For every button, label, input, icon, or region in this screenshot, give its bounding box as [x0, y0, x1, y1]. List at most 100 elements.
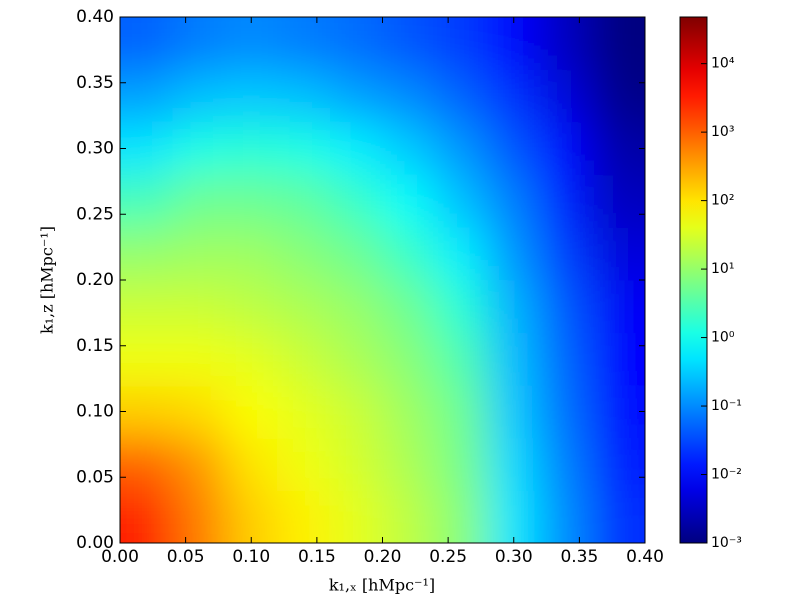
- heatmap-cell: [330, 122, 383, 176]
- heatmap-cell: [487, 17, 541, 71]
- heatmap-cell: [172, 174, 226, 228]
- x-axis-label: k₁,ₓ [hMpc⁻¹]: [329, 576, 435, 595]
- heatmap-cell: [225, 174, 278, 228]
- heatmap-cell: [172, 69, 226, 123]
- heatmap-cell: [120, 174, 173, 228]
- heatmap-cell: [330, 332, 383, 386]
- heatmap-cell: [435, 490, 488, 543]
- heatmap-cell: [277, 122, 331, 176]
- heatmap-cell: [277, 332, 331, 386]
- colorbar-tick-label: 10⁻¹: [711, 398, 742, 414]
- heatmap-cell: [540, 490, 593, 543]
- heatmap-cell: [435, 17, 488, 71]
- heatmap-cell: [540, 17, 593, 71]
- heatmap-cell: [487, 122, 541, 176]
- heatmap-cell: [487, 280, 541, 334]
- y-tick-label: 0.00: [76, 533, 114, 553]
- colorbar-tick-label: 10²: [711, 193, 734, 209]
- heatmap-cell: [435, 437, 488, 491]
- heatmap-cell: [540, 122, 593, 176]
- heatmap-cell: [382, 174, 436, 228]
- heatmap-cell: [120, 122, 173, 176]
- heatmap-cell: [330, 227, 383, 281]
- heatmap-cell: [225, 437, 278, 491]
- heatmap-cell: [330, 490, 383, 543]
- x-tick-label: 0.15: [298, 547, 336, 567]
- heatmap-cell: [225, 227, 278, 281]
- x-tick-label: 0.05: [167, 547, 205, 567]
- y-tick-label: 0.05: [76, 467, 114, 487]
- colorbar-tick-label: 10⁰: [711, 330, 735, 346]
- heatmap-cell: [487, 332, 541, 386]
- heatmap-cell: [277, 437, 331, 491]
- colorbar-tick-label: 10⁴: [711, 56, 735, 72]
- heatmap-cell: [277, 69, 331, 123]
- y-tick-label: 0.25: [76, 204, 114, 224]
- heatmap-cell: [435, 122, 488, 176]
- heatmap-cell: [540, 332, 593, 386]
- heatmap-cell: [592, 490, 645, 543]
- y-axis-label: k₁,z [hMpc⁻¹]: [38, 226, 57, 334]
- colorbar-tick-label: 10⁻²: [711, 467, 742, 483]
- heatmap-cell: [435, 332, 488, 386]
- heatmap-cell: [382, 227, 436, 281]
- heatmap-cell: [382, 280, 436, 334]
- heatmap-cell: [172, 280, 226, 334]
- heatmap-cell: [487, 69, 541, 123]
- heatmap-cell: [120, 332, 173, 386]
- heatmap-cell: [277, 490, 331, 543]
- heatmap-cell: [330, 280, 383, 334]
- heatmap-cell: [435, 174, 488, 228]
- heatmap-cell: [382, 437, 436, 491]
- heatmap-cell: [120, 69, 173, 123]
- heatmap-cell: [330, 69, 383, 123]
- x-tick-label: 0.25: [429, 547, 467, 567]
- heatmap-cell: [172, 490, 226, 543]
- x-tick-label: 0.00: [101, 547, 139, 567]
- heatmap-cell: [487, 437, 541, 491]
- heatmap-cell: [225, 332, 278, 386]
- heatmap-cell: [435, 69, 488, 123]
- heatmap-cell: [592, 437, 645, 491]
- colorbar-tick-label: 10¹: [711, 261, 734, 277]
- x-tick-label: 0.40: [626, 547, 664, 567]
- heatmap-cell: [592, 332, 645, 386]
- heatmap-cell: [120, 280, 173, 334]
- heatmap-cell: [540, 227, 593, 281]
- colorbar-tick-label: 10⁻³: [711, 535, 742, 551]
- heatmap-cell: [120, 490, 173, 543]
- y-tick-label: 0.40: [76, 7, 114, 27]
- heatmap-cell: [277, 17, 331, 71]
- heatmap-cell: [487, 385, 541, 439]
- heatmap-cell: [592, 280, 645, 334]
- x-tick-label: 0.30: [495, 547, 533, 567]
- heatmap-cell: [330, 174, 383, 228]
- heatmap-cell: [172, 332, 226, 386]
- heatmap-cell: [225, 17, 278, 71]
- heatmap-cell: [435, 227, 488, 281]
- heatmap-cell: [330, 437, 383, 491]
- heatmap-cell: [435, 280, 488, 334]
- heatmap-cell: [540, 280, 593, 334]
- heatmap-cell: [225, 490, 278, 543]
- heatmap-cell: [277, 227, 331, 281]
- heatmap-cell: [592, 385, 645, 439]
- colorbar-tick-label: 10³: [711, 124, 734, 140]
- heatmap-cell: [592, 174, 645, 228]
- heatmap-cell: [540, 437, 593, 491]
- heatmap-cell: [330, 17, 383, 71]
- heatmap-cell: [382, 385, 436, 439]
- heatmap-cell: [172, 385, 226, 439]
- heatmap-cell: [592, 122, 645, 176]
- heatmap-cell: [172, 437, 226, 491]
- heatmap-cell: [172, 17, 226, 71]
- y-tick-label: 0.30: [76, 139, 114, 159]
- heatmap-cell: [120, 437, 173, 491]
- heatmap-cell: [592, 69, 645, 123]
- colorbar: [679, 16, 708, 544]
- heatmap-cell: [330, 385, 383, 439]
- heatmap-area: [120, 17, 645, 543]
- heatmap-cell: [592, 227, 645, 281]
- axes: 0.00 0.05 0.10 0.15 0.20 0.25 0.30 0.35 0.40 0.00…: [76, 7, 742, 567]
